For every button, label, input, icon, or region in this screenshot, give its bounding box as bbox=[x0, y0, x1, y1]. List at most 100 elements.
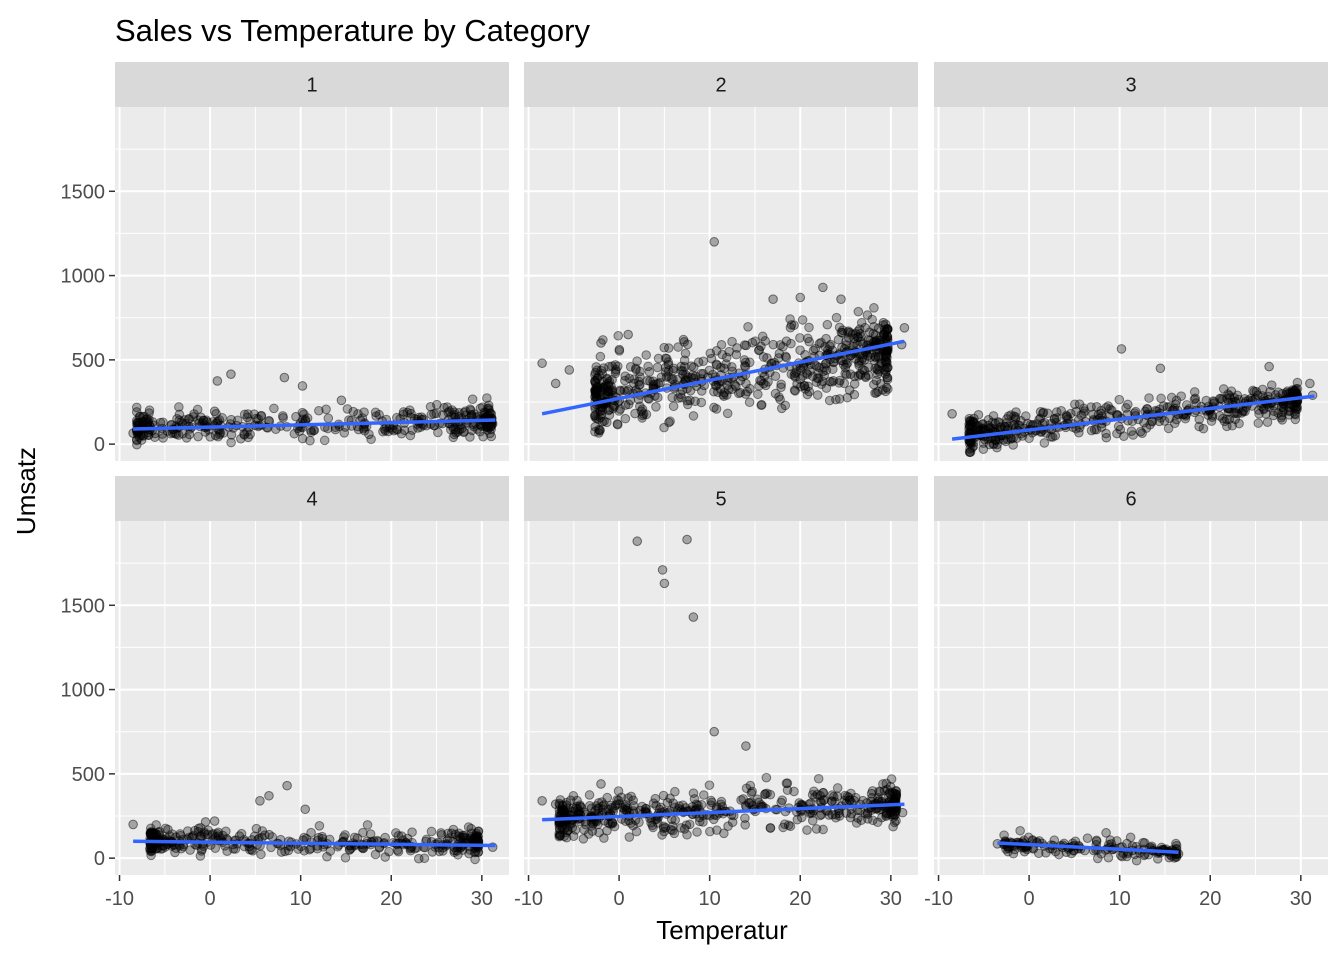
data-point bbox=[754, 345, 765, 355]
data-point bbox=[879, 785, 890, 796]
data-point bbox=[1008, 420, 1019, 431]
data-point bbox=[880, 326, 891, 337]
data-point bbox=[482, 425, 493, 435]
data-point bbox=[217, 413, 228, 423]
data-point bbox=[704, 365, 715, 376]
data-point bbox=[358, 827, 368, 838]
data-point bbox=[891, 791, 902, 801]
data-point bbox=[448, 824, 459, 835]
data-point bbox=[810, 344, 821, 354]
data-point bbox=[675, 389, 686, 399]
data-point bbox=[297, 433, 308, 444]
data-point bbox=[591, 386, 602, 397]
data-point bbox=[1008, 433, 1018, 443]
data-point bbox=[722, 380, 733, 391]
data-point bbox=[1038, 407, 1049, 418]
data-point bbox=[688, 362, 699, 372]
data-point bbox=[778, 822, 788, 833]
data-point bbox=[1051, 407, 1062, 417]
data-point bbox=[561, 822, 572, 833]
data-point bbox=[314, 821, 325, 831]
data-point bbox=[670, 786, 680, 797]
data-point bbox=[838, 359, 849, 370]
data-point bbox=[557, 805, 568, 816]
data-point bbox=[1091, 835, 1102, 846]
y-tick-label: 500 bbox=[72, 350, 105, 372]
data-point bbox=[693, 357, 704, 367]
data-point bbox=[876, 358, 886, 368]
data-point bbox=[713, 387, 723, 397]
data-point bbox=[807, 789, 818, 800]
data-point bbox=[1222, 393, 1232, 404]
data-point bbox=[1234, 418, 1244, 429]
data-point bbox=[469, 847, 480, 858]
data-point bbox=[881, 778, 892, 789]
data-point bbox=[624, 832, 635, 842]
data-point bbox=[255, 796, 265, 806]
data-point bbox=[635, 379, 645, 390]
data-point bbox=[964, 421, 975, 432]
data-point bbox=[1190, 393, 1201, 404]
data-point bbox=[669, 802, 680, 813]
data-point bbox=[558, 804, 569, 815]
data-point bbox=[470, 847, 481, 857]
facet-strip-label: 3 bbox=[1125, 75, 1136, 97]
data-point bbox=[1278, 404, 1289, 415]
data-point bbox=[173, 430, 184, 440]
data-point bbox=[610, 368, 621, 379]
data-point bbox=[294, 426, 305, 436]
data-point bbox=[591, 385, 601, 396]
data-point bbox=[1291, 384, 1302, 394]
data-point bbox=[706, 353, 717, 364]
data-point bbox=[378, 426, 388, 437]
data-point bbox=[759, 371, 770, 382]
data-point bbox=[668, 365, 678, 376]
data-point bbox=[571, 801, 582, 812]
data-point bbox=[226, 414, 237, 425]
data-point bbox=[479, 407, 489, 418]
data-point bbox=[1292, 383, 1303, 394]
data-point bbox=[1254, 409, 1264, 419]
data-point bbox=[469, 833, 480, 843]
data-point bbox=[821, 333, 831, 344]
data-point bbox=[884, 788, 895, 799]
data-point bbox=[666, 824, 676, 835]
data-point bbox=[631, 364, 641, 375]
data-point bbox=[795, 345, 805, 355]
data-point bbox=[557, 820, 567, 831]
data-point bbox=[620, 371, 631, 381]
data-point bbox=[1222, 421, 1232, 432]
x-tick-label: 10 bbox=[290, 888, 312, 910]
data-point bbox=[317, 831, 327, 842]
data-point bbox=[594, 403, 604, 414]
data-point bbox=[620, 413, 631, 424]
data-point bbox=[886, 807, 896, 817]
data-point bbox=[882, 325, 892, 335]
data-point bbox=[596, 386, 606, 396]
data-point bbox=[236, 433, 246, 444]
data-point bbox=[592, 388, 603, 399]
data-point bbox=[482, 393, 492, 403]
data-point bbox=[1121, 403, 1131, 413]
data-point bbox=[608, 804, 618, 814]
data-point bbox=[1219, 416, 1230, 427]
data-point bbox=[1091, 424, 1102, 435]
data-point bbox=[849, 389, 860, 400]
data-point bbox=[886, 774, 897, 784]
data-point bbox=[198, 415, 209, 426]
data-point bbox=[623, 793, 633, 803]
data-point bbox=[396, 831, 407, 841]
data-point bbox=[554, 798, 565, 809]
data-point bbox=[634, 817, 644, 828]
data-point bbox=[568, 831, 579, 842]
data-point bbox=[879, 324, 890, 335]
data-point bbox=[561, 797, 572, 808]
data-point bbox=[1283, 406, 1294, 416]
data-point bbox=[586, 803, 597, 813]
data-point bbox=[471, 830, 482, 841]
data-point bbox=[844, 385, 855, 395]
data-point bbox=[1289, 402, 1299, 413]
data-point bbox=[132, 417, 143, 427]
data-point bbox=[694, 816, 705, 827]
data-point bbox=[857, 353, 868, 363]
